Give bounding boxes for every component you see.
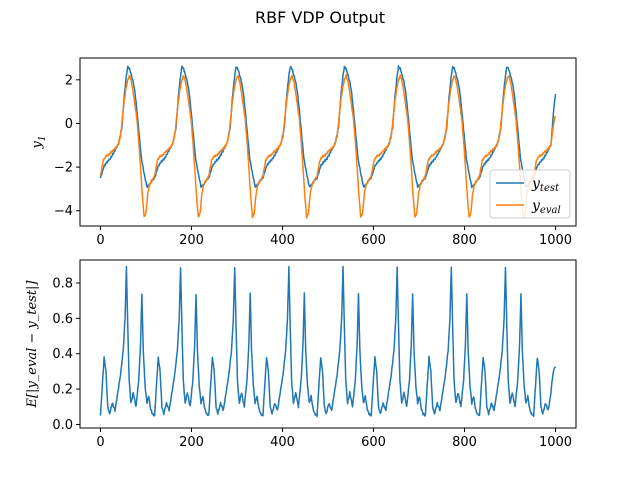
top-series-1-line [99,73,557,219]
bottom-xtick-label: 0 [96,435,104,450]
top-ylabel: y1 [30,135,48,149]
top-ylabel-main: y [30,141,45,150]
bottom-xtick-label: 400 [270,435,295,450]
legend-label-eval: yeval [531,198,561,216]
top-xtick-label: 400 [270,233,295,248]
bottom-xtick-label: 600 [361,435,386,450]
figure-title: RBF VDP Output [255,8,385,27]
legend-test-main: y [531,176,541,192]
bottom-axes-frame [79,259,577,429]
bottom-ytick-label: 0.6 [52,312,73,327]
bottom-series-0-line [99,265,557,418]
top-axes-frame [79,57,577,227]
legend-eval-sub: eval [540,205,561,216]
legend-eval-main: y [531,198,541,214]
legend-test-sub: test [540,183,560,194]
legend-label-test: ytest [531,176,560,194]
bottom-xtick-label: 1000 [539,435,572,450]
chart-bottom: 0 200 400 600 800 1000 0.0 0.2 0.4 0.6 0.8 E[|y_ev… [25,259,577,450]
top-ytick-label: 0 [65,117,73,132]
bottom-xtick-label: 800 [452,435,477,450]
top-ytick-label: −2 [54,161,73,176]
top-xtick-label: 1000 [539,233,572,248]
bottom-ytick-label: 0.2 [52,383,73,398]
legend-box [489,169,571,219]
bottom-ytick-label: 0.8 [52,276,73,291]
bottom-xtick-label: 200 [179,435,204,450]
top-xtick-label: 0 [96,233,104,248]
top-xtick-label: 200 [179,233,204,248]
bottom-ytick-label: 0.4 [52,347,73,362]
bottom-plot-area [99,265,557,418]
legend: ytest yeval [489,169,571,219]
bottom-ticks: 0 200 400 600 800 1000 0.0 0.2 0.4 0.6 0.8 [52,276,572,450]
top-xtick-label: 600 [361,233,386,248]
top-ytick-label: 2 [65,73,73,88]
top-plot-area [99,64,557,219]
top-ytick-label: −4 [54,204,73,219]
top-ylabel-sub: 1 [38,135,48,141]
top-xtick-label: 800 [452,233,477,248]
bottom-ylabel: E[|y_eval − y_test|] [25,280,40,409]
top-ticks: 0 200 400 600 800 1000 −4 −2 0 2 [54,73,572,248]
chart-top: 0 200 400 600 800 1000−4−202 y1 ytest yeval [30,57,577,248]
bottom-ytick-label: 0.0 [52,418,73,433]
